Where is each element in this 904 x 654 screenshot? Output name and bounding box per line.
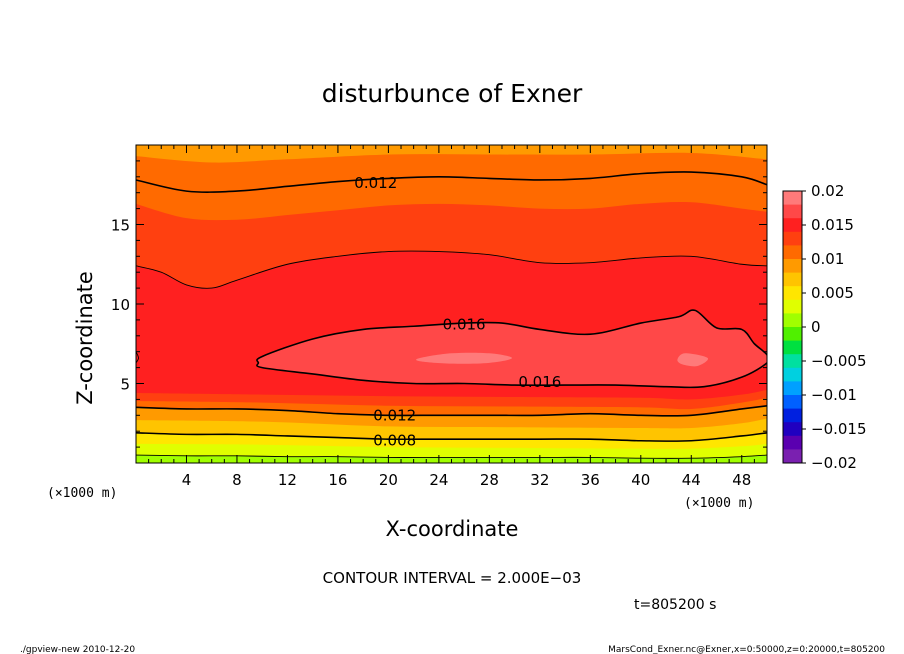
contour-fills [136, 145, 767, 463]
contour-label-2: 0.016 [518, 373, 561, 391]
y-tick-label: 15 [111, 217, 130, 235]
isoline-4 [136, 431, 767, 442]
x-tick-label: 36 [581, 471, 600, 489]
contour-label-0: 0.012 [354, 174, 397, 192]
colorbar-tick-label: 0.02 [811, 182, 844, 200]
colorbar-swatch [783, 327, 802, 342]
isoline-5 [136, 454, 767, 459]
colorbar-swatch [783, 286, 802, 301]
colorbar-swatch [783, 204, 802, 219]
isoline-1 [136, 250, 767, 289]
x-tick-label: 8 [232, 471, 242, 489]
colorbar-tick-label: −0.005 [811, 352, 867, 370]
colorbar-tick-label: −0.02 [811, 454, 857, 472]
colorbar-swatch [783, 299, 802, 314]
colorbar-swatch [783, 245, 802, 260]
colorbar-swatch [783, 272, 802, 287]
x-tick-label: 32 [530, 471, 549, 489]
contour-lines [136, 171, 767, 459]
colorbar-tick-label: 0.01 [811, 250, 844, 268]
colorbar-tick-label: 0.015 [811, 216, 854, 234]
isoline-016-0 [256, 309, 767, 389]
footer-right-text: MarsCond_Exner.nc@Exner,x=0:50000,z=0:20… [608, 645, 885, 654]
colorbar-swatch [783, 395, 802, 410]
colorbar-swatch [783, 408, 802, 423]
y-tick-label: 10 [111, 296, 130, 314]
x-tick-label: 28 [480, 471, 499, 489]
contour-label-4: 0.008 [373, 432, 416, 450]
colorbar-swatch [783, 313, 802, 328]
contour-label-3: 0.012 [373, 406, 416, 424]
colorbar-tick-label: 0 [811, 318, 821, 336]
contour-region-0 [256, 310, 767, 388]
colorbar-swatch [783, 422, 802, 437]
x-axis-label: X-coordinate [386, 517, 519, 541]
colorbar-swatch [783, 354, 802, 369]
colorbar-swatch [783, 259, 802, 274]
x-tick-label: 20 [379, 471, 398, 489]
colorbar-tick-label: 0.005 [811, 284, 854, 302]
x-tick-label: 12 [278, 471, 297, 489]
contour-region-1 [677, 353, 709, 367]
colorbar-tick-label: −0.015 [811, 420, 867, 438]
colorbar-swatch [783, 191, 802, 206]
isoline-3 [136, 404, 767, 417]
x-tick-label: 16 [328, 471, 347, 489]
colorbar: 0.02 0.015 0.01 0.005 0 −0.005 −0.01 −0.015 −0.0… [782, 182, 867, 472]
colorbar-tick-label: −0.01 [811, 386, 857, 404]
colorbar-swatch [783, 367, 802, 382]
x-unit-label-left: (×1000 m) [47, 486, 117, 501]
colorbar-swatch [783, 218, 802, 233]
contour-label-1: 0.016 [443, 316, 486, 334]
contour-interval-text: CONTOUR INTERVAL = 2.000E−03 [323, 569, 582, 587]
isoline-0 [136, 171, 767, 193]
x-tick-label: 4 [182, 471, 192, 489]
x-tick-label: 44 [682, 471, 701, 489]
chart-title: disturbunce of Exner [322, 79, 583, 108]
time-label: t=805200 s [634, 597, 716, 613]
colorbar-swatch [783, 231, 802, 246]
x-tick-label: 48 [732, 471, 751, 489]
isoline-2 [136, 351, 139, 364]
colorbar-swatch [783, 381, 802, 396]
footer-left-text: ./gpview-new 2010-12-20 [20, 645, 135, 654]
x-tick-label: 24 [429, 471, 448, 489]
colorbar-swatch [783, 435, 802, 450]
y-axis-label: Z-coordinate [73, 271, 97, 405]
contour-region-2 [416, 352, 513, 364]
colorbar-swatch [783, 449, 802, 464]
x-unit-label-right: (×1000 m) [684, 496, 754, 511]
axis-ticks [136, 145, 767, 463]
y-tick-label: 5 [120, 376, 130, 394]
x-tick-label: 40 [631, 471, 650, 489]
colorbar-swatch [783, 340, 802, 355]
